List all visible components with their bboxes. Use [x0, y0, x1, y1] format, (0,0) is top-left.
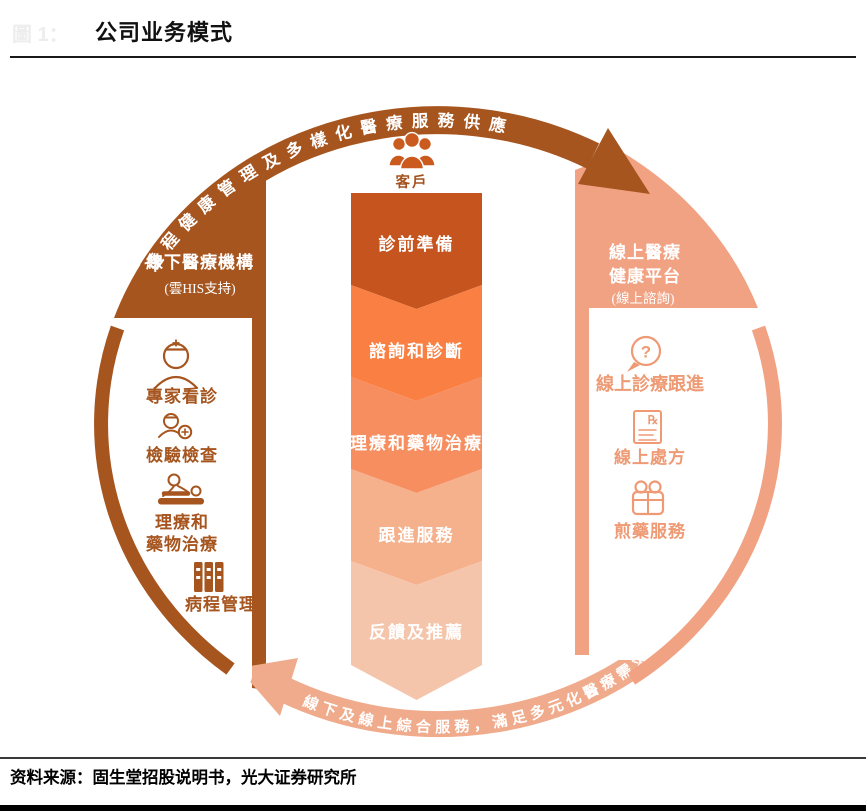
bottom-arc-arrowhead-icon: [238, 658, 298, 716]
online-title-line1: 線上醫療: [609, 242, 681, 262]
question-mark-glyph: ?: [641, 343, 651, 362]
offline-item-2-label: 檢驗檢查: [146, 445, 218, 465]
offline-subtitle: (雲HIS支持): [164, 281, 235, 296]
offline-item-4-label: 病程管理: [185, 594, 257, 614]
top-arc-band: [140, 106, 600, 280]
exam-doctor-icon: [158, 413, 193, 440]
offline-region-fill: [114, 180, 266, 690]
funnel-step-2: [351, 285, 482, 401]
source-text: 资料来源：固生堂招股说明书，光大证券研究所: [10, 769, 357, 787]
figure-tag: 圖 1：: [12, 24, 69, 46]
online-item-1-label: 線上診療跟進: [596, 373, 704, 394]
customers-icon: [388, 131, 436, 170]
online-ring-arc: [627, 325, 782, 685]
top-arc-arrowhead-icon: [578, 128, 650, 194]
rx-glyph: ℞: [648, 413, 659, 427]
figure-title: 公司业务模式: [95, 20, 234, 45]
funnel-step-2-label: 諮詢和診斷: [369, 341, 464, 361]
offline-ring-arc: [94, 325, 235, 675]
offline-item-3-label-line1: 理療和: [155, 512, 209, 532]
medicine-gift-icon: [631, 480, 665, 516]
funnel-step-1-label: 診前準備: [379, 234, 455, 254]
funnel-step-1: [351, 193, 482, 309]
online-region-fill: [575, 152, 758, 655]
offline-title: 線下醫療機構: [146, 252, 254, 272]
offline-item-1-label: 專家看診: [146, 386, 218, 406]
binders-icon: [194, 562, 224, 592]
offline-item-3-label-line2: 藥物治療: [145, 534, 218, 554]
bottom-bar: [0, 805, 866, 811]
funnel-step-4-label: 跟進服務: [379, 525, 455, 545]
funnel-step-3-label: 理療和藥物治療: [350, 433, 483, 453]
bottom-arc-band: [277, 615, 693, 738]
online-item-2-label: 線上處方: [614, 447, 686, 467]
funnel-step-3: [351, 377, 482, 493]
funnel-step-5-label: 反饋及推薦: [369, 622, 464, 642]
funnel-step-5: [351, 561, 482, 700]
customer-label: 客戶: [395, 173, 429, 191]
source-rule: [0, 757, 866, 759]
online-items-box: [589, 308, 716, 660]
online-title-line2: 健康平台: [609, 266, 681, 286]
funnel-step-4: [351, 469, 482, 585]
massage-therapy-icon: [158, 473, 204, 505]
chat-question-icon: ?: [627, 335, 662, 372]
prescription-icon: ℞: [633, 410, 662, 444]
doctor-icon: [153, 339, 199, 390]
online-item-3-label: 煎藥服務: [614, 521, 686, 541]
online-subtitle: (線上諮詢): [612, 290, 675, 306]
title-rule: [10, 56, 856, 58]
